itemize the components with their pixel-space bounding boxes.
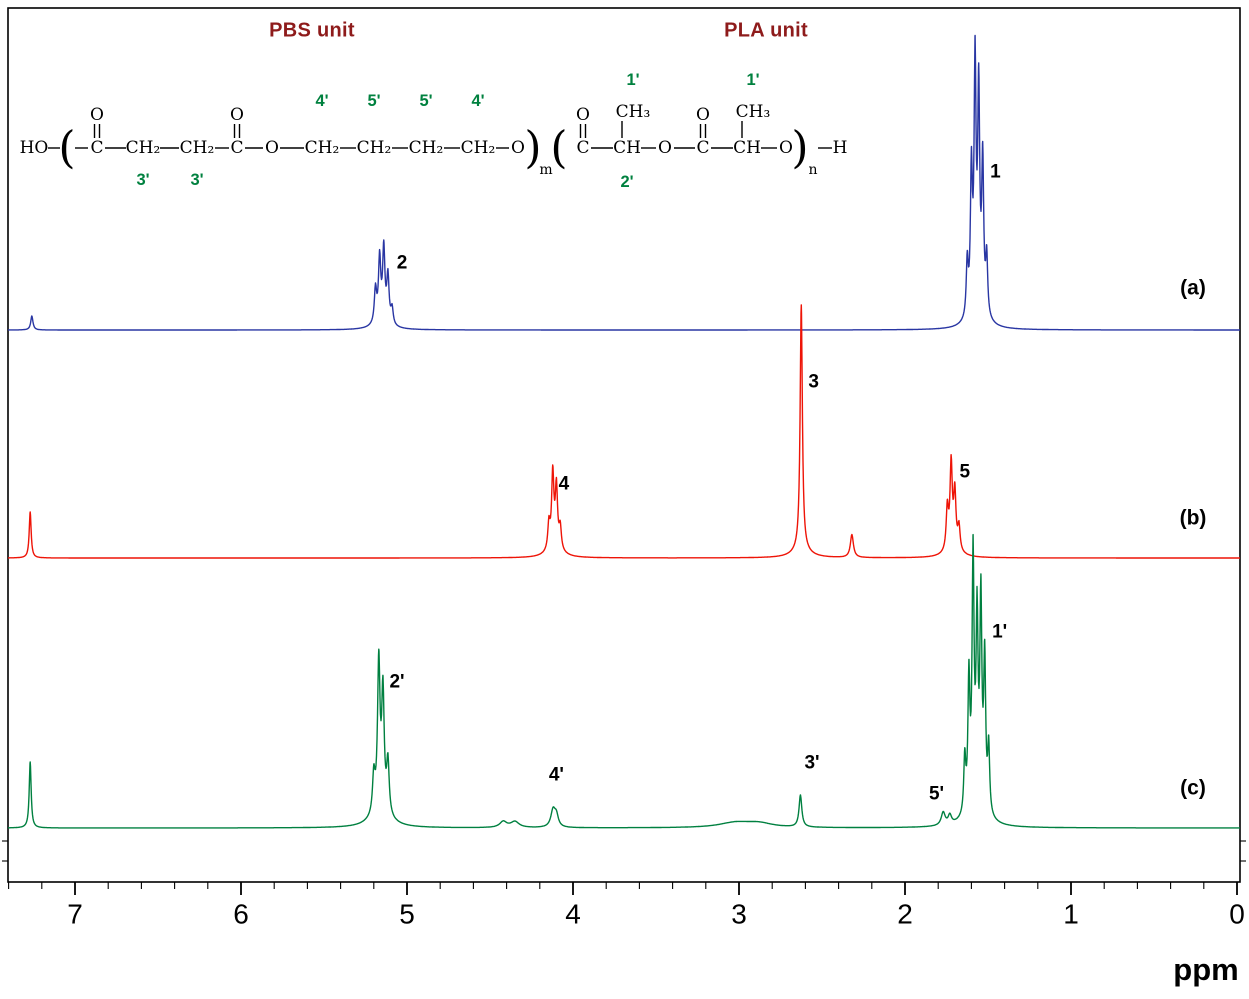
atom-label: O bbox=[658, 138, 672, 158]
peak-label-3-prime: 3' bbox=[804, 753, 819, 774]
x-tick-label-4: 4 bbox=[565, 899, 581, 930]
peak-label-1: 1 bbox=[990, 162, 1001, 183]
atom-label: CH₂ bbox=[305, 138, 340, 158]
pbs-unit-title: PBS unit bbox=[269, 19, 355, 42]
x-tick-label-2: 2 bbox=[897, 899, 913, 930]
repeat-bracket: ( bbox=[550, 123, 567, 174]
atom-label: CH₂ bbox=[126, 138, 161, 158]
atom-label: O bbox=[511, 138, 525, 158]
peak-label-2-prime: 2' bbox=[389, 672, 404, 693]
spectra-traces: 2 1 (a) 4 3 5 (b) 2' 4' 3' 5' 1' (c) bbox=[7, 34, 1241, 829]
assignment-label-4-prime: 4' bbox=[315, 92, 328, 110]
x-axis-title: ppm bbox=[1173, 952, 1239, 987]
atom-label: O bbox=[265, 138, 279, 158]
assignment-label-3-prime: 3' bbox=[136, 171, 149, 189]
series-tag-a: (a) bbox=[1180, 277, 1206, 300]
x-tick-label-5: 5 bbox=[399, 899, 415, 930]
atom-label: O bbox=[90, 105, 104, 125]
x-tick-label-7: 7 bbox=[67, 899, 83, 930]
atom-label: CH bbox=[733, 138, 761, 158]
plot-border bbox=[7, 7, 1241, 883]
atom-label: O bbox=[779, 138, 793, 158]
spectrum-trace-a bbox=[7, 34, 1241, 331]
atom-label: O bbox=[696, 105, 710, 125]
peak-label-5-prime: 5' bbox=[929, 784, 944, 805]
atom-label: CH₂ bbox=[461, 138, 496, 158]
series-tag-c: (c) bbox=[1180, 777, 1206, 800]
atom-label: CH₂ bbox=[180, 138, 215, 158]
atom-label: O bbox=[576, 105, 590, 125]
spectrum-trace-c bbox=[7, 533, 1241, 829]
atom-label: CH₂ bbox=[357, 138, 392, 158]
repeat-bracket: ( bbox=[58, 123, 75, 174]
x-tick-label-0: 0 bbox=[1229, 899, 1245, 930]
x-axis: 7 6 5 4 3 2 1 0 bbox=[2, 840, 1246, 930]
x-tick-label-3: 3 bbox=[731, 899, 747, 930]
atom-label: CH₃ bbox=[616, 102, 651, 122]
atom-label: C bbox=[576, 138, 589, 158]
atom-label: O bbox=[230, 105, 244, 125]
assignment-label-5-prime: 5' bbox=[367, 92, 380, 110]
assignment-label-1-prime: 1' bbox=[746, 71, 759, 89]
chemical-structure: HO C CH₂ CH₂ C O CH₂ CH₂ CH₂ CH₂ O C CH O C CH O HO O O OCH₃… bbox=[20, 71, 848, 191]
series-tag-b: (b) bbox=[1180, 507, 1207, 530]
x-tick-label-1: 1 bbox=[1063, 899, 1079, 930]
atom-label: CH₃ bbox=[736, 102, 771, 122]
repeat-bracket: ) bbox=[791, 123, 808, 174]
atom-label: H bbox=[833, 138, 848, 158]
repeat-subscript: n bbox=[808, 162, 817, 178]
peak-label-4: 4 bbox=[559, 474, 570, 495]
repeat-bracket: ) bbox=[524, 123, 541, 174]
peak-label-5: 5 bbox=[959, 462, 970, 483]
assignment-label-4-prime: 4' bbox=[471, 92, 484, 110]
repeat-subscript: m bbox=[539, 162, 552, 178]
peak-label-4-prime: 4' bbox=[549, 765, 564, 786]
assignment-label-2-prime: 2' bbox=[620, 173, 633, 191]
atom-label: CH₂ bbox=[409, 138, 444, 158]
peak-label-3: 3 bbox=[808, 372, 819, 393]
atom-label: CH bbox=[613, 138, 641, 158]
peak-label-1-prime: 1' bbox=[992, 622, 1007, 643]
spectrum-trace-b bbox=[7, 304, 1241, 559]
atom-label: HO bbox=[20, 138, 49, 158]
assignment-label-3-prime: 3' bbox=[190, 171, 203, 189]
peak-label-2: 2 bbox=[397, 253, 408, 274]
atom-label: C bbox=[90, 138, 103, 158]
pla-unit-title: PLA unit bbox=[724, 19, 808, 42]
x-tick-label-6: 6 bbox=[233, 899, 249, 930]
atom-label: C bbox=[696, 138, 709, 158]
atom-label: C bbox=[230, 138, 243, 158]
assignment-label-5-prime: 5' bbox=[419, 92, 432, 110]
assignment-label-1-prime: 1' bbox=[626, 71, 639, 89]
